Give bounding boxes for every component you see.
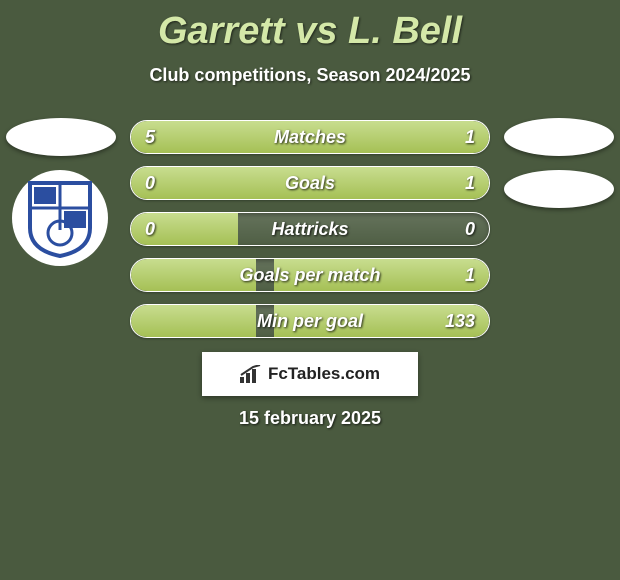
- bar-fill-right: [274, 259, 489, 291]
- page-title: Garrett vs L. Bell: [0, 0, 620, 53]
- stat-right-value: 133: [445, 305, 475, 337]
- bar-fill-left: [131, 305, 256, 337]
- bar-fill-left: [131, 167, 203, 199]
- left-club-badge: [12, 170, 108, 266]
- brand-text: FcTables.com: [268, 364, 380, 384]
- brand-box: FcTables.com: [202, 352, 418, 396]
- stat-right-value: 1: [465, 121, 475, 153]
- right-avatar-placeholder: [504, 118, 614, 156]
- bar-fill-left: [131, 259, 256, 291]
- shield-icon: [25, 178, 95, 258]
- stat-right-value: 1: [465, 259, 475, 291]
- stat-row: 133Min per goal: [130, 304, 490, 338]
- stat-left-value: 0: [145, 213, 155, 245]
- subtitle: Club competitions, Season 2024/2025: [0, 65, 620, 86]
- stat-row: 01Goals: [130, 166, 490, 200]
- right-player-col: [504, 118, 614, 222]
- bar-fill-right: [407, 121, 489, 153]
- date-text: 15 february 2025: [0, 408, 620, 429]
- bar-fill-right: [203, 167, 489, 199]
- stat-row: 51Matches: [130, 120, 490, 154]
- stat-row: 00Hattricks: [130, 212, 490, 246]
- left-avatar-placeholder: [6, 118, 116, 156]
- stat-left-value: 5: [145, 121, 155, 153]
- stat-right-value: 1: [465, 167, 475, 199]
- stat-left-value: 0: [145, 167, 155, 199]
- stats-bars: 51Matches01Goals00Hattricks1Goals per ma…: [130, 120, 490, 350]
- stat-row: 1Goals per match: [130, 258, 490, 292]
- bar-fill-left: [131, 121, 407, 153]
- left-player-col: [6, 118, 116, 266]
- chart-icon: [240, 365, 262, 383]
- right-club-placeholder: [504, 170, 614, 208]
- stat-right-value: 0: [465, 213, 475, 245]
